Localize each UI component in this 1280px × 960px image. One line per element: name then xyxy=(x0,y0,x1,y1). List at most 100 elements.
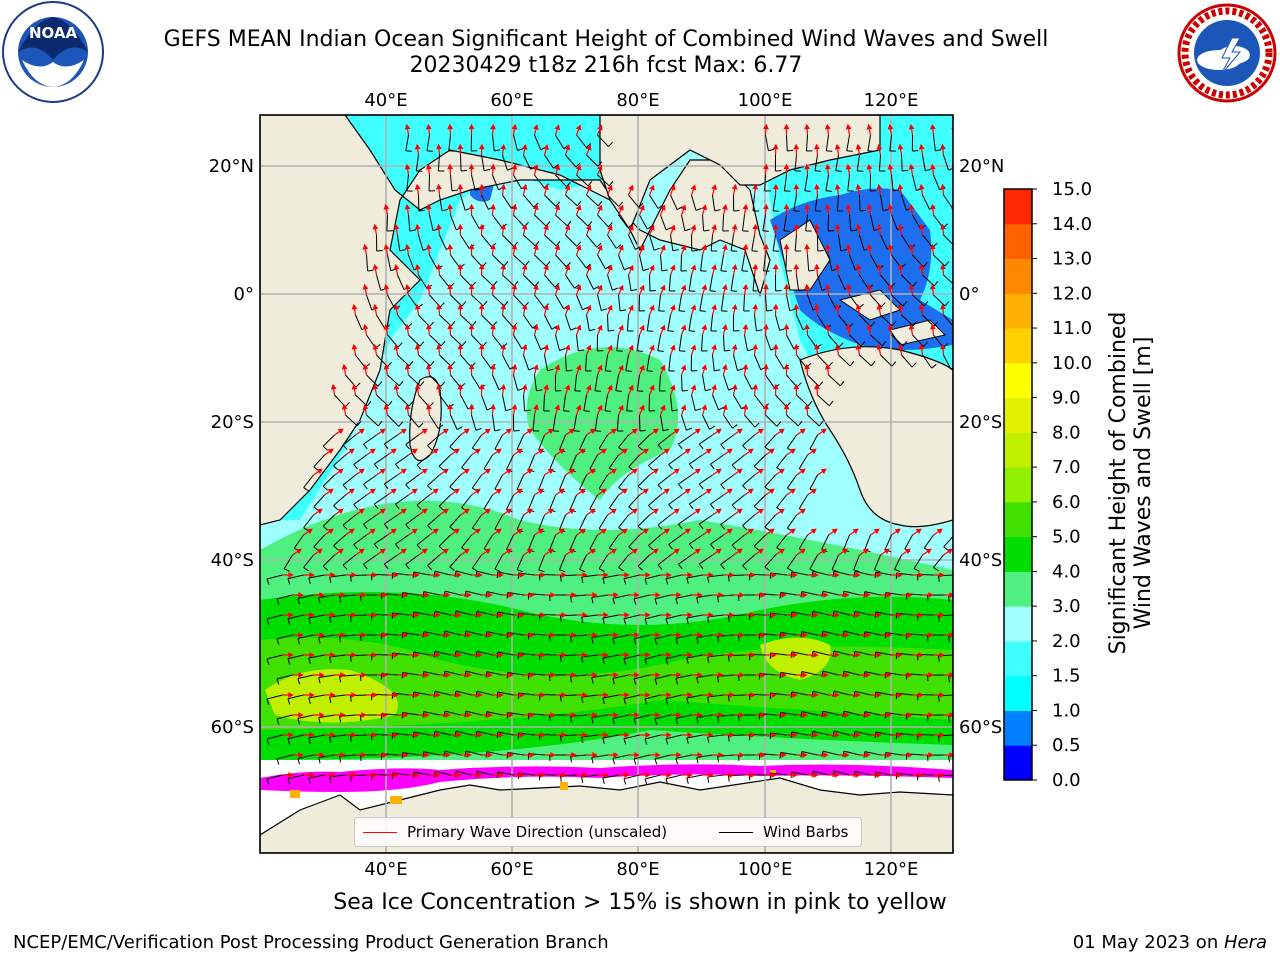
wave-arrow-head xyxy=(715,428,722,435)
wind-barb-flag xyxy=(322,485,328,491)
colorbar-label-line1: Significant Height of Combined xyxy=(1106,311,1131,655)
wind-barb-flag xyxy=(398,421,404,427)
wind-barb xyxy=(471,414,477,431)
wave-arrow-head xyxy=(403,712,409,718)
wave-arrow-head xyxy=(804,363,811,370)
wave-arrow-head xyxy=(792,732,798,738)
wind-barb xyxy=(878,154,881,171)
colorbar-tick-label: 5.0 xyxy=(1052,527,1081,548)
wind-barb-flag xyxy=(308,697,311,704)
wave-arrow-head xyxy=(971,633,975,637)
wave-arrow-head xyxy=(715,468,722,475)
wind-barb-flag xyxy=(965,222,969,226)
wave-arrow-head xyxy=(564,304,571,311)
wind-barb xyxy=(481,274,494,287)
wind-barb xyxy=(933,214,944,229)
wave-arrow-head xyxy=(820,468,827,475)
wind-barb-flag xyxy=(395,543,400,550)
wind-barb xyxy=(363,474,377,485)
wind-barb-flag xyxy=(671,409,679,412)
wind-barb-flag xyxy=(329,576,332,583)
wave-arrow-head xyxy=(768,528,775,535)
wave-arrow-head xyxy=(295,548,302,555)
wind-barb-flag xyxy=(717,596,719,603)
wind-barb xyxy=(583,394,587,411)
wind-barb xyxy=(591,714,608,719)
wind-barb-flag xyxy=(363,483,368,490)
wave-arrow-head xyxy=(603,732,609,738)
wind-barb-flag xyxy=(339,596,342,603)
wind-barb-flag xyxy=(454,570,457,578)
wind-barb-flag xyxy=(751,250,758,252)
wind-barb-flag xyxy=(266,578,270,585)
wind-barb xyxy=(266,734,283,740)
wind-barb-flag xyxy=(451,189,459,192)
wave-arrow-head xyxy=(351,612,357,618)
wave-arrow-head xyxy=(554,284,561,291)
wave-arrow-head xyxy=(708,572,714,578)
wave-arrow-head xyxy=(772,383,779,390)
wind-barb xyxy=(384,514,398,525)
wind-barb xyxy=(366,294,373,311)
wind-barb-flag xyxy=(597,200,603,207)
wave-arrow-head xyxy=(421,428,428,435)
wave-arrow-head xyxy=(736,468,743,475)
wind-barb xyxy=(318,674,335,679)
wave-arrow-head xyxy=(729,612,735,618)
wind-barb xyxy=(752,194,755,211)
wind-barb-flag xyxy=(536,389,543,392)
wind-barb xyxy=(812,770,829,776)
wave-arrow-head xyxy=(554,324,561,331)
wave-arrow-head xyxy=(490,203,496,210)
wind-barb xyxy=(786,514,797,529)
wind-barb xyxy=(544,194,557,207)
wave-arrow-head xyxy=(435,652,441,658)
wind-barb-flag xyxy=(443,671,446,678)
wind-barb xyxy=(675,754,692,759)
wind-barb xyxy=(363,554,377,565)
wave-arrow-head xyxy=(490,363,496,370)
wind-barb-flag xyxy=(566,369,573,372)
wind-barb xyxy=(555,174,567,188)
wind-barb-flag xyxy=(387,400,393,407)
wind-barb xyxy=(825,174,829,191)
wind-barb xyxy=(589,454,598,470)
wave-arrow-head xyxy=(823,672,829,678)
wave-arrow-head xyxy=(361,632,367,638)
wind-barb-flag xyxy=(639,429,646,432)
wave-arrow-head xyxy=(425,323,432,330)
wave-arrow xyxy=(954,125,955,135)
wave-arrow-head xyxy=(361,592,367,598)
wind-barb-flag xyxy=(581,616,584,624)
wave-arrow-head xyxy=(802,592,808,598)
wind-barb-flag xyxy=(339,756,342,763)
wave-arrow-head xyxy=(585,344,592,351)
wind-barb-flag xyxy=(710,543,715,550)
wind-barb xyxy=(591,634,608,639)
wave-legend-swatch xyxy=(363,831,397,833)
wind-barb xyxy=(552,414,556,431)
wind-barb xyxy=(867,134,871,151)
wave-arrow-head xyxy=(711,264,717,271)
wave-arrow-head xyxy=(711,224,717,231)
wind-barb xyxy=(534,174,545,188)
wind-barb xyxy=(639,254,644,271)
colorbar-segment xyxy=(1004,571,1032,607)
wind-barb xyxy=(742,514,755,526)
wind-barb-flag xyxy=(636,350,643,352)
wind-barb-flag xyxy=(475,571,478,578)
wind-barb xyxy=(297,674,314,679)
wave-arrow-head xyxy=(929,283,936,290)
wind-barb-flag xyxy=(653,247,660,251)
wind-barb xyxy=(559,474,566,491)
wave-arrow-head xyxy=(425,363,432,370)
wind-barb xyxy=(318,714,335,719)
wave-arrow-head xyxy=(288,652,294,658)
wind-barb xyxy=(731,494,745,506)
wave-arrow-head xyxy=(508,632,514,638)
wave-arrow-head xyxy=(436,143,442,150)
wave-arrow-head xyxy=(403,672,409,678)
wind-barb-flag xyxy=(814,170,822,172)
wave-arrow-head xyxy=(676,712,682,718)
wave-arrow-head xyxy=(400,428,407,435)
